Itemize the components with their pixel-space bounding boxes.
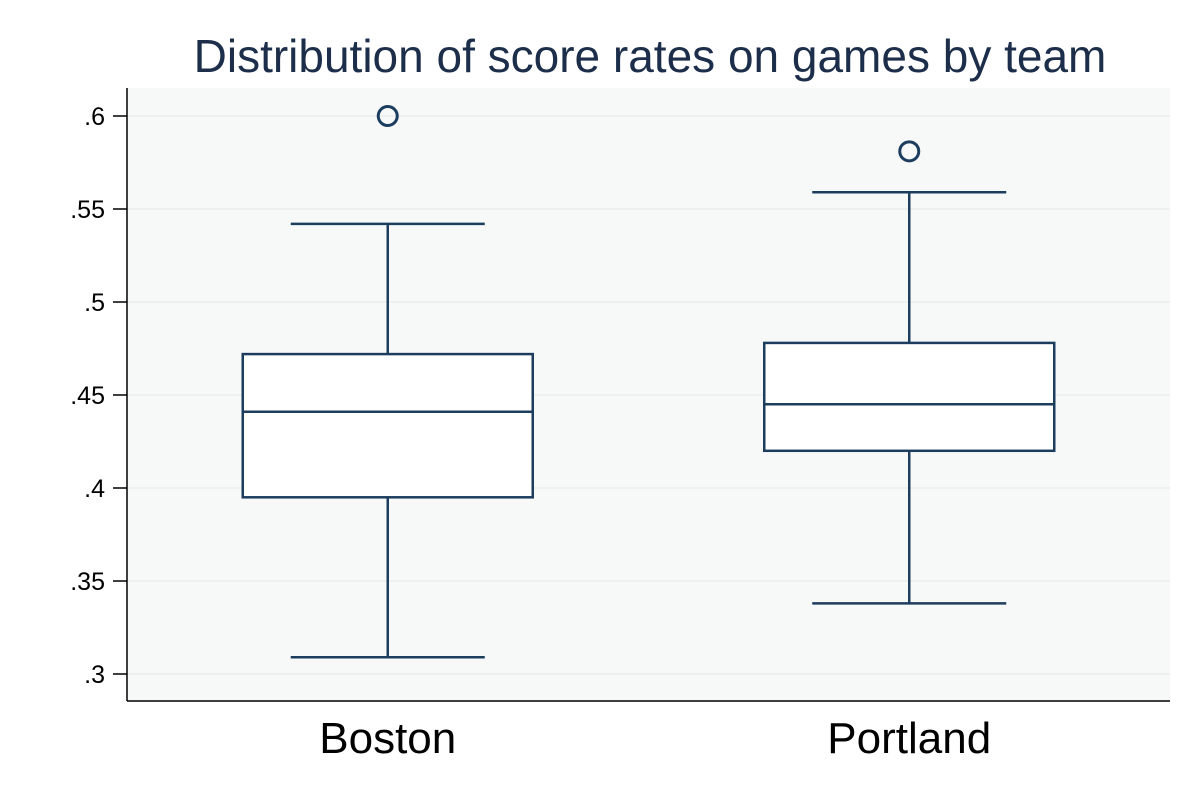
- outlier-point: [376, 105, 399, 127]
- y-tick-label: .4: [84, 475, 105, 503]
- y-tick-label: .55: [70, 196, 105, 224]
- box-boston: [241, 105, 534, 659]
- boxes: [241, 105, 1056, 659]
- y-tick-label: .6: [84, 103, 105, 131]
- x-axis-ticks: Boston Portland: [319, 714, 991, 763]
- y-tick-label: .5: [84, 289, 105, 317]
- y-tick-label: .35: [70, 568, 105, 596]
- interquartile-box: [763, 341, 1056, 453]
- y-tick-label: .3: [84, 661, 105, 689]
- y-tick-label: .45: [70, 382, 105, 410]
- x-tick-label: Portland: [827, 714, 991, 763]
- y-axis-ticks: .3 .35 .4 .45 .5 .55 .6: [70, 103, 127, 689]
- outlier-point: [898, 140, 921, 163]
- x-tick-label: Boston: [319, 714, 456, 763]
- interquartile-box: [241, 352, 534, 499]
- box-portland: [763, 140, 1056, 605]
- chart-title: Distribution of score rates on games by …: [194, 30, 1107, 82]
